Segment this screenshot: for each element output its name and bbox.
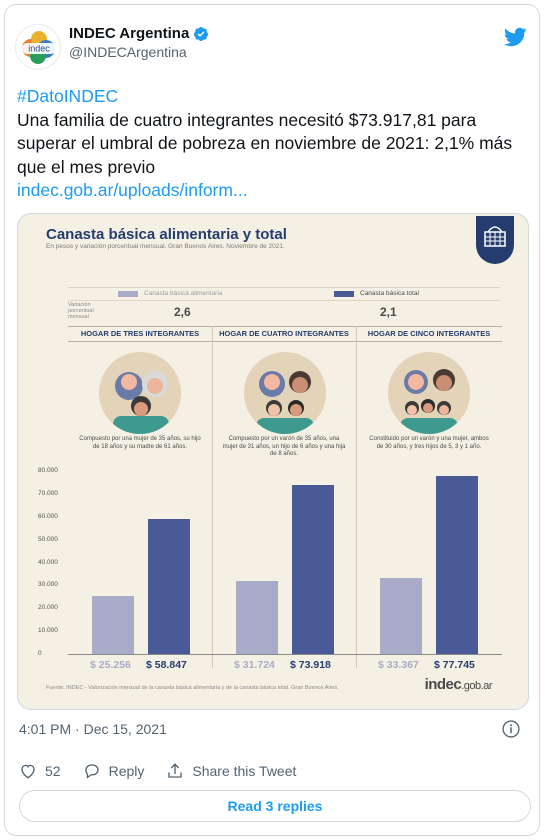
avatar[interactable]: indec: [15, 24, 61, 70]
display-name[interactable]: INDEC Argentina: [69, 25, 190, 42]
family-four-description: Compuesto por un varón de 35 años, una m…: [222, 436, 346, 457]
infographic-image[interactable]: Canasta básica alimentaria y total En pe…: [17, 213, 529, 710]
y-tick-label: 80.000: [38, 467, 58, 474]
group-header-five: HOGAR DE CINCO INTEGRANTES: [356, 326, 502, 342]
y-tick-label: 60.000: [38, 512, 58, 520]
bar-cba: [92, 596, 134, 654]
heart-icon: [21, 764, 35, 779]
group-header-three: HOGAR DE TRES INTEGRANTES: [68, 326, 212, 342]
bar-label-cba: $ 25.256: [90, 659, 131, 671]
tweet-timestamp[interactable]: 4:01 PM · Dec 15, 2021: [19, 721, 167, 737]
tweet-body: Una familia de cuatro integrantes necesi…: [17, 109, 513, 177]
chart-baseline: [68, 654, 502, 655]
variation-cbt-value: 2,1: [380, 305, 397, 319]
y-tick-label: 30.000: [38, 581, 58, 589]
bar-label-cbt: $ 77.745: [434, 659, 475, 671]
share-label: Share this Tweet: [192, 763, 297, 779]
y-tick-label: 40.000: [38, 558, 58, 566]
family-five-description: Constituido por un varón y una mujer, am…: [369, 436, 489, 450]
y-tick-label: 50.000: [38, 535, 58, 543]
brand-name: indec: [424, 676, 462, 693]
avatar-text: indec: [28, 44, 50, 54]
tweet-header: indec INDEC Argentina @INDECArgentina: [15, 19, 531, 70]
reply-button[interactable]: Reply: [83, 762, 145, 780]
y-tick-label: 20.000: [38, 604, 58, 612]
legend-item-cbt: Canasta básica total: [334, 290, 419, 297]
group-header-four: HOGAR DE CUATRO INTEGRANTES: [212, 326, 356, 342]
bar-cbt: [436, 476, 478, 654]
twitter-bird-icon[interactable]: [503, 25, 527, 49]
family-three-illustration: [99, 352, 181, 434]
y-tick-label: 10.000: [38, 627, 58, 635]
bar-label-cba: $ 33.367: [378, 659, 419, 671]
column-divider: [356, 326, 357, 668]
bar-cba: [380, 577, 422, 654]
share-icon: [168, 763, 183, 778]
source-footer: Fuente: INDEC - Valorización mensual de …: [46, 685, 339, 691]
legend-swatch-cbt: [334, 290, 354, 297]
tweet-text: #DatoINDEC Una familia de cuatro integra…: [17, 85, 533, 203]
variation-cba-value: 2,6: [174, 305, 191, 319]
basket-logo-icon: [476, 216, 514, 264]
family-four-illustration: [244, 352, 326, 434]
infographic-title: Canasta básica alimentaria y total: [46, 226, 287, 243]
like-count: 52: [45, 763, 61, 779]
column-divider: [212, 326, 213, 668]
y-tick-label: 0: [38, 650, 42, 657]
bar-label-cba: $ 31.724: [234, 659, 275, 671]
bar-cba: [236, 581, 278, 654]
reply-label: Reply: [108, 763, 145, 779]
chart-legend: Canasta básica alimentaria Canasta básic…: [68, 287, 500, 301]
info-icon[interactable]: [501, 719, 521, 739]
tweet-link[interactable]: indec.gob.ar/uploads/inform...: [17, 180, 248, 200]
y-tick-label: 70.000: [38, 489, 58, 497]
legend-label-cba: Canasta básica alimentaria: [144, 290, 223, 297]
bar-cbt: [148, 519, 190, 654]
read-replies-button[interactable]: Read 3 replies: [19, 790, 531, 822]
hashtag-link[interactable]: #DatoINDEC: [17, 86, 119, 106]
brand-suffix: .gob.ar: [461, 680, 492, 692]
family-five-illustration: [388, 352, 470, 434]
tweet-card: indec INDEC Argentina @INDECArgentina #D…: [4, 4, 540, 836]
legend-label-cbt: Canasta básica total: [360, 290, 419, 297]
bar-cbt: [292, 484, 334, 654]
like-button[interactable]: 52: [19, 762, 61, 780]
family-three-description: Compuesto por una mujer de 35 años, su h…: [79, 436, 201, 450]
share-button[interactable]: Share this Tweet: [166, 762, 296, 780]
reply-bubble-icon: [84, 764, 99, 779]
legend-item-cba: Canasta básica alimentaria: [118, 290, 222, 297]
bar-label-cbt: $ 58.847: [146, 659, 187, 671]
handle[interactable]: @INDECArgentina: [69, 44, 187, 60]
legend-swatch-cba: [118, 290, 138, 297]
bar-label-cbt: $ 73.918: [290, 659, 331, 671]
variation-label: Variación porcentual mensual: [68, 302, 94, 320]
verified-badge-icon: [194, 26, 209, 41]
tweet-actions: 52 Reply Share this Tweet: [19, 760, 318, 782]
indec-brand-logo: indec.gob.ar: [424, 676, 493, 693]
infographic-subtitle: En pesos y variación porcentual mensual.…: [46, 243, 285, 250]
